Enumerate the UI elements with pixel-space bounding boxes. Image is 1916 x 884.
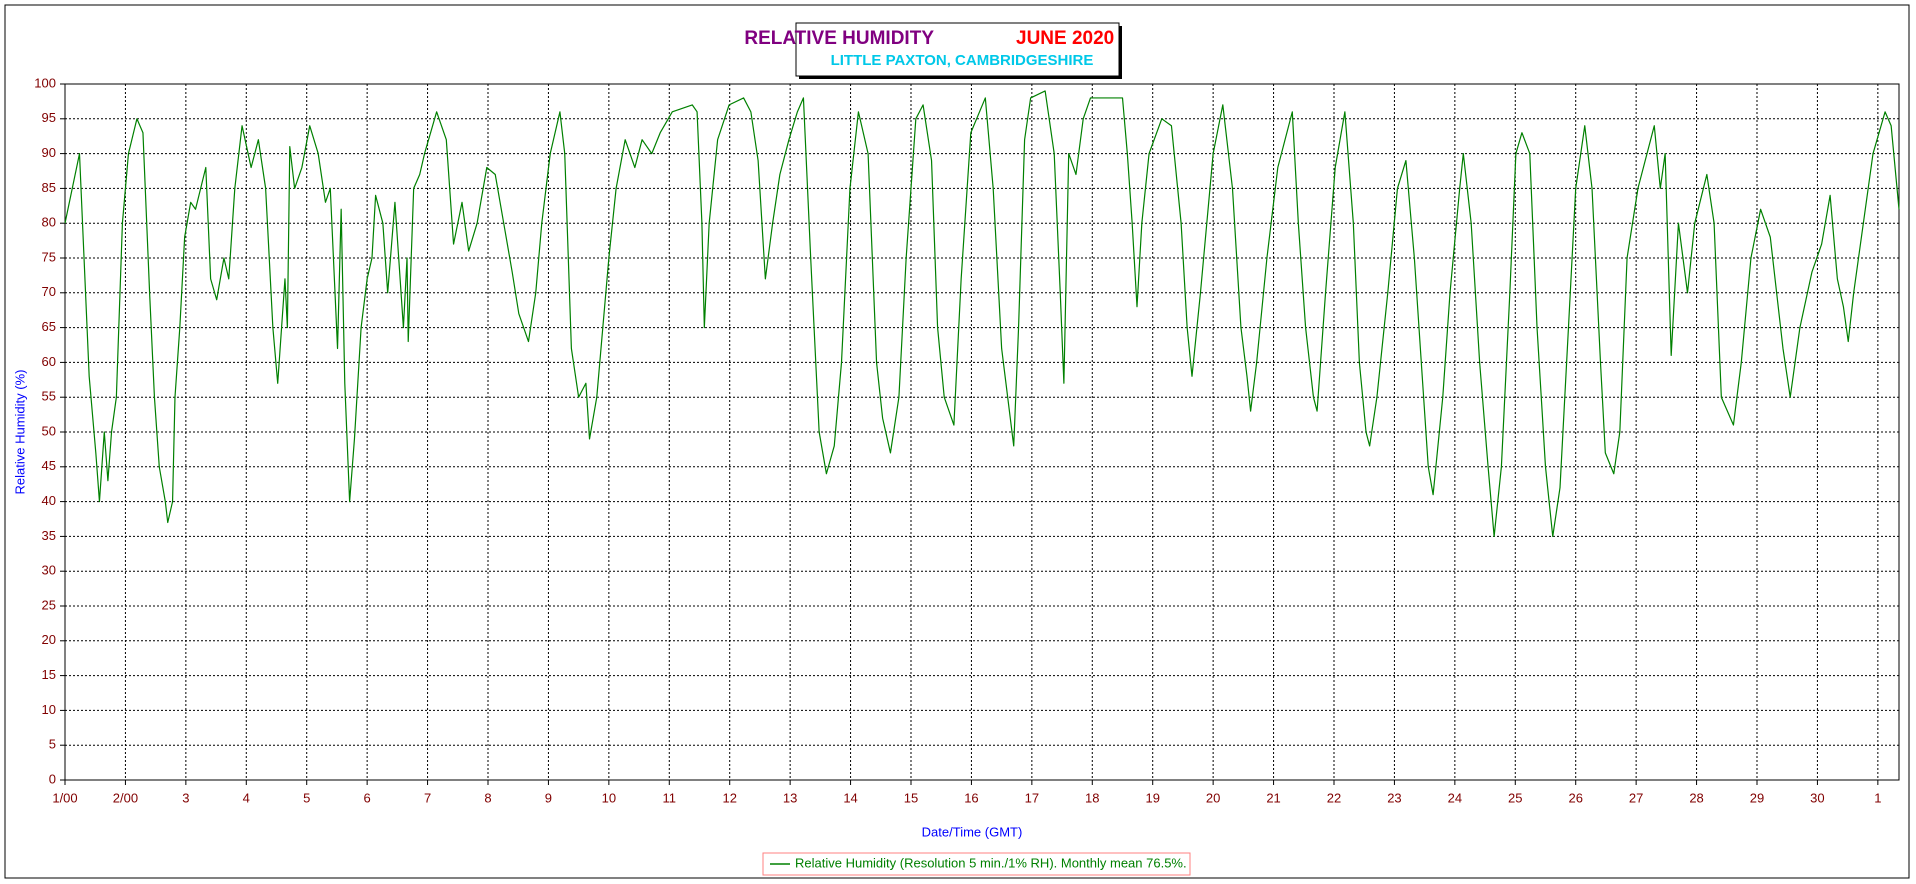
y-tick-label: 30 (42, 563, 56, 578)
chart-subtitle: LITTLE PAXTON, CAMBRIDGESHIRE (831, 52, 1094, 69)
y-tick-label: 80 (42, 215, 56, 230)
y-tick-label: 20 (42, 632, 56, 647)
plot-border (64, 83, 1900, 781)
x-tick-label: 26 (1568, 790, 1582, 805)
y-axis-title: Relative Humidity (%) (12, 370, 27, 495)
y-tick-label: 90 (42, 145, 56, 160)
x-tick-label: 25 (1508, 790, 1522, 805)
x-tick-label: 12 (722, 790, 736, 805)
x-tick-label: 28 (1689, 790, 1703, 805)
legend-label: Relative Humidity (Resolution 5 min./1% … (795, 855, 1187, 870)
y-tick-label: 60 (42, 354, 56, 369)
y-tick-label: 15 (42, 667, 56, 682)
x-tick-label: 17 (1025, 790, 1039, 805)
x-tick-label: 1/00 (52, 790, 77, 805)
x-tick-label: 18 (1085, 790, 1099, 805)
y-tick-label: 10 (42, 702, 56, 717)
data-line (64, 90, 1900, 537)
x-tick-label: 10 (602, 790, 616, 805)
x-tick-label: 7 (424, 790, 431, 805)
title-box (795, 22, 1120, 77)
x-tick-label: 16 (964, 790, 978, 805)
x-tick-label: 5 (303, 790, 310, 805)
x-tick-label: 11 (663, 790, 677, 805)
x-tick-label: 6 (364, 790, 371, 805)
x-tick-label: 23 (1387, 790, 1401, 805)
x-tick-label: 27 (1629, 790, 1643, 805)
y-tick-label: 5 (49, 737, 56, 752)
y-tick-label: 25 (42, 597, 56, 612)
y-tick-label: 0 (49, 771, 56, 786)
y-tick-label: 50 (42, 423, 56, 438)
y-tick-label: 35 (42, 528, 56, 543)
y-tick-label: 40 (42, 493, 56, 508)
y-tick-label: 85 (42, 180, 56, 195)
x-axis-title: Date/Time (GMT) (922, 824, 1023, 839)
x-tick-label: 21 (1266, 790, 1280, 805)
x-tick-label: 2/00 (113, 790, 138, 805)
legend-box (762, 852, 1191, 876)
y-tick-label: 70 (42, 284, 56, 299)
y-tick-label: 45 (42, 458, 56, 473)
x-tick-label: 3 (182, 790, 189, 805)
chart-title: RELATIVE HUMIDITY (744, 28, 934, 49)
x-tick-label: 13 (783, 790, 797, 805)
y-tick-label: 100 (34, 75, 56, 90)
x-tick-label: 29 (1750, 790, 1764, 805)
x-tick-label: 30 (1810, 790, 1824, 805)
x-tick-label: 20 (1206, 790, 1220, 805)
y-tick-label: 65 (42, 319, 56, 334)
x-tick-label: 15 (904, 790, 918, 805)
chart-title-period: JUNE 2020 (1016, 28, 1114, 49)
plot-area (60, 83, 1900, 785)
y-tick-label: 95 (42, 110, 56, 125)
x-tick-label: 9 (545, 790, 552, 805)
x-tick-label: 14 (843, 790, 857, 805)
y-tick-label: 75 (42, 249, 56, 264)
x-tick-label: 19 (1145, 790, 1159, 805)
y-tick-label: 55 (42, 389, 56, 404)
x-tick-label: 1 (1874, 790, 1881, 805)
chart-frame (4, 4, 1910, 879)
x-tick-label: 4 (243, 790, 250, 805)
x-tick-label: 24 (1448, 790, 1462, 805)
x-tick-label: 8 (484, 790, 491, 805)
x-tick-label: 22 (1327, 790, 1341, 805)
